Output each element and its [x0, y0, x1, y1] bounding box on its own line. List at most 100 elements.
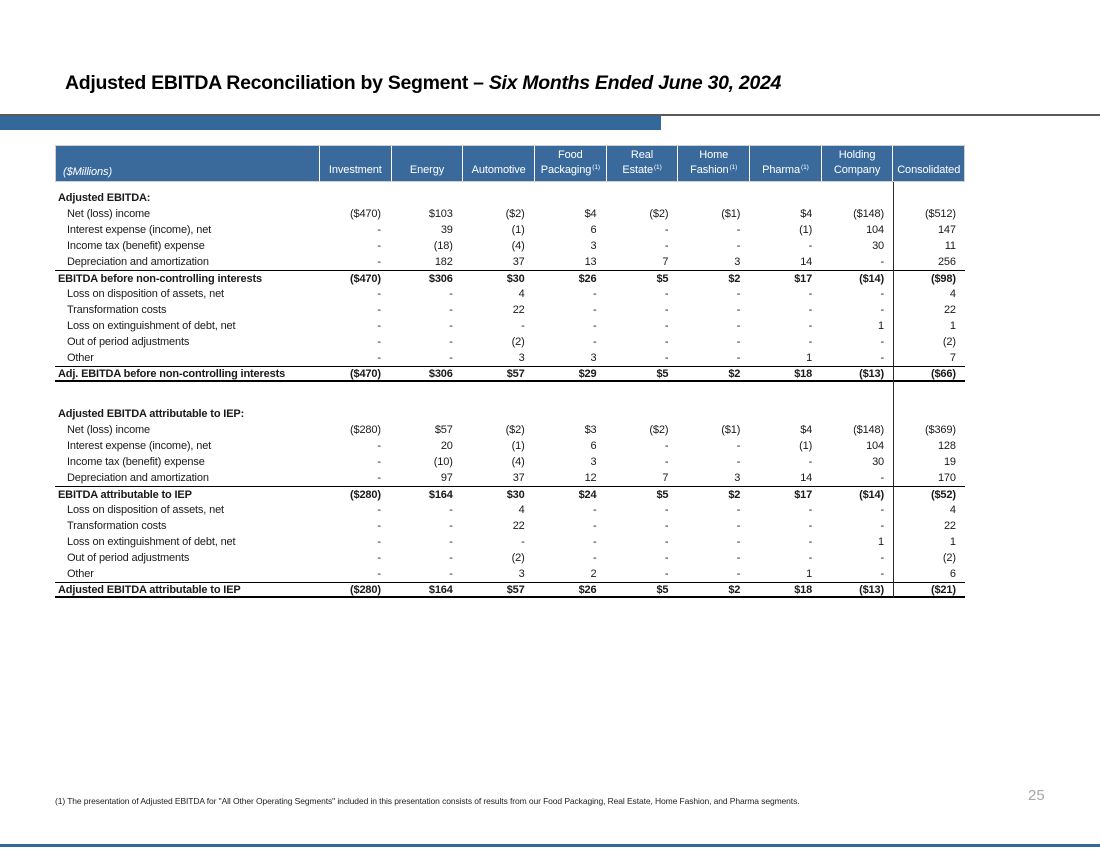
row-label: Net (loss) income [67, 424, 151, 436]
column-header-line: Real [630, 149, 654, 162]
cell-value: - [449, 320, 453, 332]
cell-value: $3 [584, 424, 597, 436]
cell-value: (10) [433, 456, 453, 468]
cell-value: - [377, 304, 381, 316]
row-label: Transformation costs [67, 520, 167, 532]
cell-value: - [449, 568, 453, 580]
cell-value: $164 [428, 488, 453, 501]
cell-value: ($2) [649, 208, 669, 220]
cell-value: $2 [728, 272, 741, 285]
cell-value: 22 [512, 304, 525, 316]
cell-value: 256 [937, 256, 956, 268]
cell-value: - [449, 336, 453, 348]
cell-value: - [880, 336, 884, 348]
column-header: Pharma(1) [750, 146, 821, 181]
cell-value: ($280) [349, 424, 381, 436]
cell-value: - [377, 472, 381, 484]
column-header-line: Holding [838, 149, 876, 162]
cell-value: - [664, 568, 669, 580]
cell-value: - [880, 304, 884, 316]
table-row: EBITDA attributable to IEP ($280) $164 $30 $… [55, 486, 965, 502]
title-divider-line [0, 114, 1100, 116]
cell-value: $57 [506, 367, 525, 380]
cell-value: - [736, 288, 741, 300]
cell-value: - [377, 440, 381, 452]
cell-value: - [377, 520, 381, 532]
accent-bar [0, 116, 661, 130]
column-header-line: Pharma(1) [762, 163, 809, 177]
cell-value: (18) [433, 240, 453, 252]
cell-value: 11 [944, 240, 956, 252]
column-header: Real Estate(1) [606, 146, 678, 181]
cell-value: ($14) [859, 488, 884, 501]
cell-value: $2 [728, 488, 741, 501]
cell-value: $57 [506, 583, 525, 596]
cell-value: $4 [584, 208, 597, 220]
cell-value: - [592, 288, 597, 300]
column-header-line: Energy [409, 164, 445, 177]
table-row: Interest expense (income), net - 39 (1) 6 - - (… [55, 222, 965, 238]
cell-value: - [664, 352, 669, 364]
column-header: Investment [320, 146, 391, 181]
cell-value: 3 [518, 352, 525, 364]
section-heading-row: Adjusted EBITDA attributable to IEP: [55, 406, 965, 422]
cell-value: - [592, 536, 597, 548]
cell-value: - [736, 520, 741, 532]
cell-value: 170 [937, 472, 956, 484]
cell-value: $18 [794, 367, 813, 380]
table-row: Adjusted EBITDA attributable to IEP ($280… [55, 582, 965, 598]
column-header-line: Automotive [471, 164, 526, 177]
cell-value: - [377, 456, 381, 468]
row-label: Adjusted EBITDA attributable to IEP [58, 583, 241, 596]
cell-value: - [736, 352, 741, 364]
cell-value: - [449, 288, 453, 300]
cell-value: $18 [794, 583, 813, 596]
column-header-line: Packaging(1) [540, 163, 600, 177]
cell-value: $17 [794, 488, 813, 501]
cell-value: 30 [872, 456, 884, 468]
table-row: Transformation costs - - 22 - - - - - 22 [55, 302, 965, 318]
cell-value: $2 [728, 367, 741, 380]
cell-value: 37 [512, 256, 525, 268]
cell-value: 147 [937, 224, 956, 236]
cell-value: - [521, 536, 525, 548]
cell-value: ($470) [349, 367, 381, 380]
cell-value: (1) [511, 440, 525, 452]
table-row: Interest expense (income), net - 20 (1) 6 - - (… [55, 438, 965, 454]
cell-value: - [880, 568, 884, 580]
cell-value: (4) [511, 240, 525, 252]
page-title: Adjusted EBITDA Reconciliation by Segmen… [65, 72, 781, 95]
cell-value: - [664, 224, 669, 236]
cell-value: - [664, 336, 669, 348]
cell-value: ($280) [349, 583, 381, 596]
cell-value: 3 [590, 352, 597, 364]
cell-value: ($512) [924, 208, 956, 220]
cell-value: - [736, 456, 741, 468]
table-row: Transformation costs - - 22 - - - - - 22 [55, 518, 965, 534]
cell-value: 39 [440, 224, 453, 236]
cell-value: 4 [518, 504, 525, 516]
table-body: Adjusted EBITDA: Net (loss) income ($470) $… [55, 182, 965, 598]
cell-value: - [736, 552, 741, 564]
bottom-accent-line [0, 844, 1100, 847]
cell-value: $5 [656, 488, 669, 501]
page-title-subtitle: Six Months Ended June 30, 2024 [488, 72, 782, 94]
row-label: Adj. EBITDA before non-controlling inter… [58, 367, 286, 380]
cell-value: - [880, 352, 884, 364]
cell-value: 30 [872, 240, 884, 252]
cell-value: - [664, 504, 669, 516]
cell-value: - [449, 536, 453, 548]
table-row: Loss on disposition of assets, net - - 4 - - -… [55, 286, 965, 302]
cell-value: - [808, 320, 813, 332]
cell-value: 7 [662, 256, 669, 268]
cell-value: - [664, 536, 669, 548]
cell-value: $4 [800, 208, 813, 220]
cell-value: 22 [512, 520, 525, 532]
row-label: Depreciation and amortization [67, 256, 209, 268]
row-label: Other [67, 352, 94, 364]
cell-value: ($14) [859, 272, 884, 285]
cell-value: - [736, 240, 741, 252]
row-label: Loss on extinguishment of debt, net [67, 536, 236, 548]
cell-value: ($66) [930, 367, 956, 380]
